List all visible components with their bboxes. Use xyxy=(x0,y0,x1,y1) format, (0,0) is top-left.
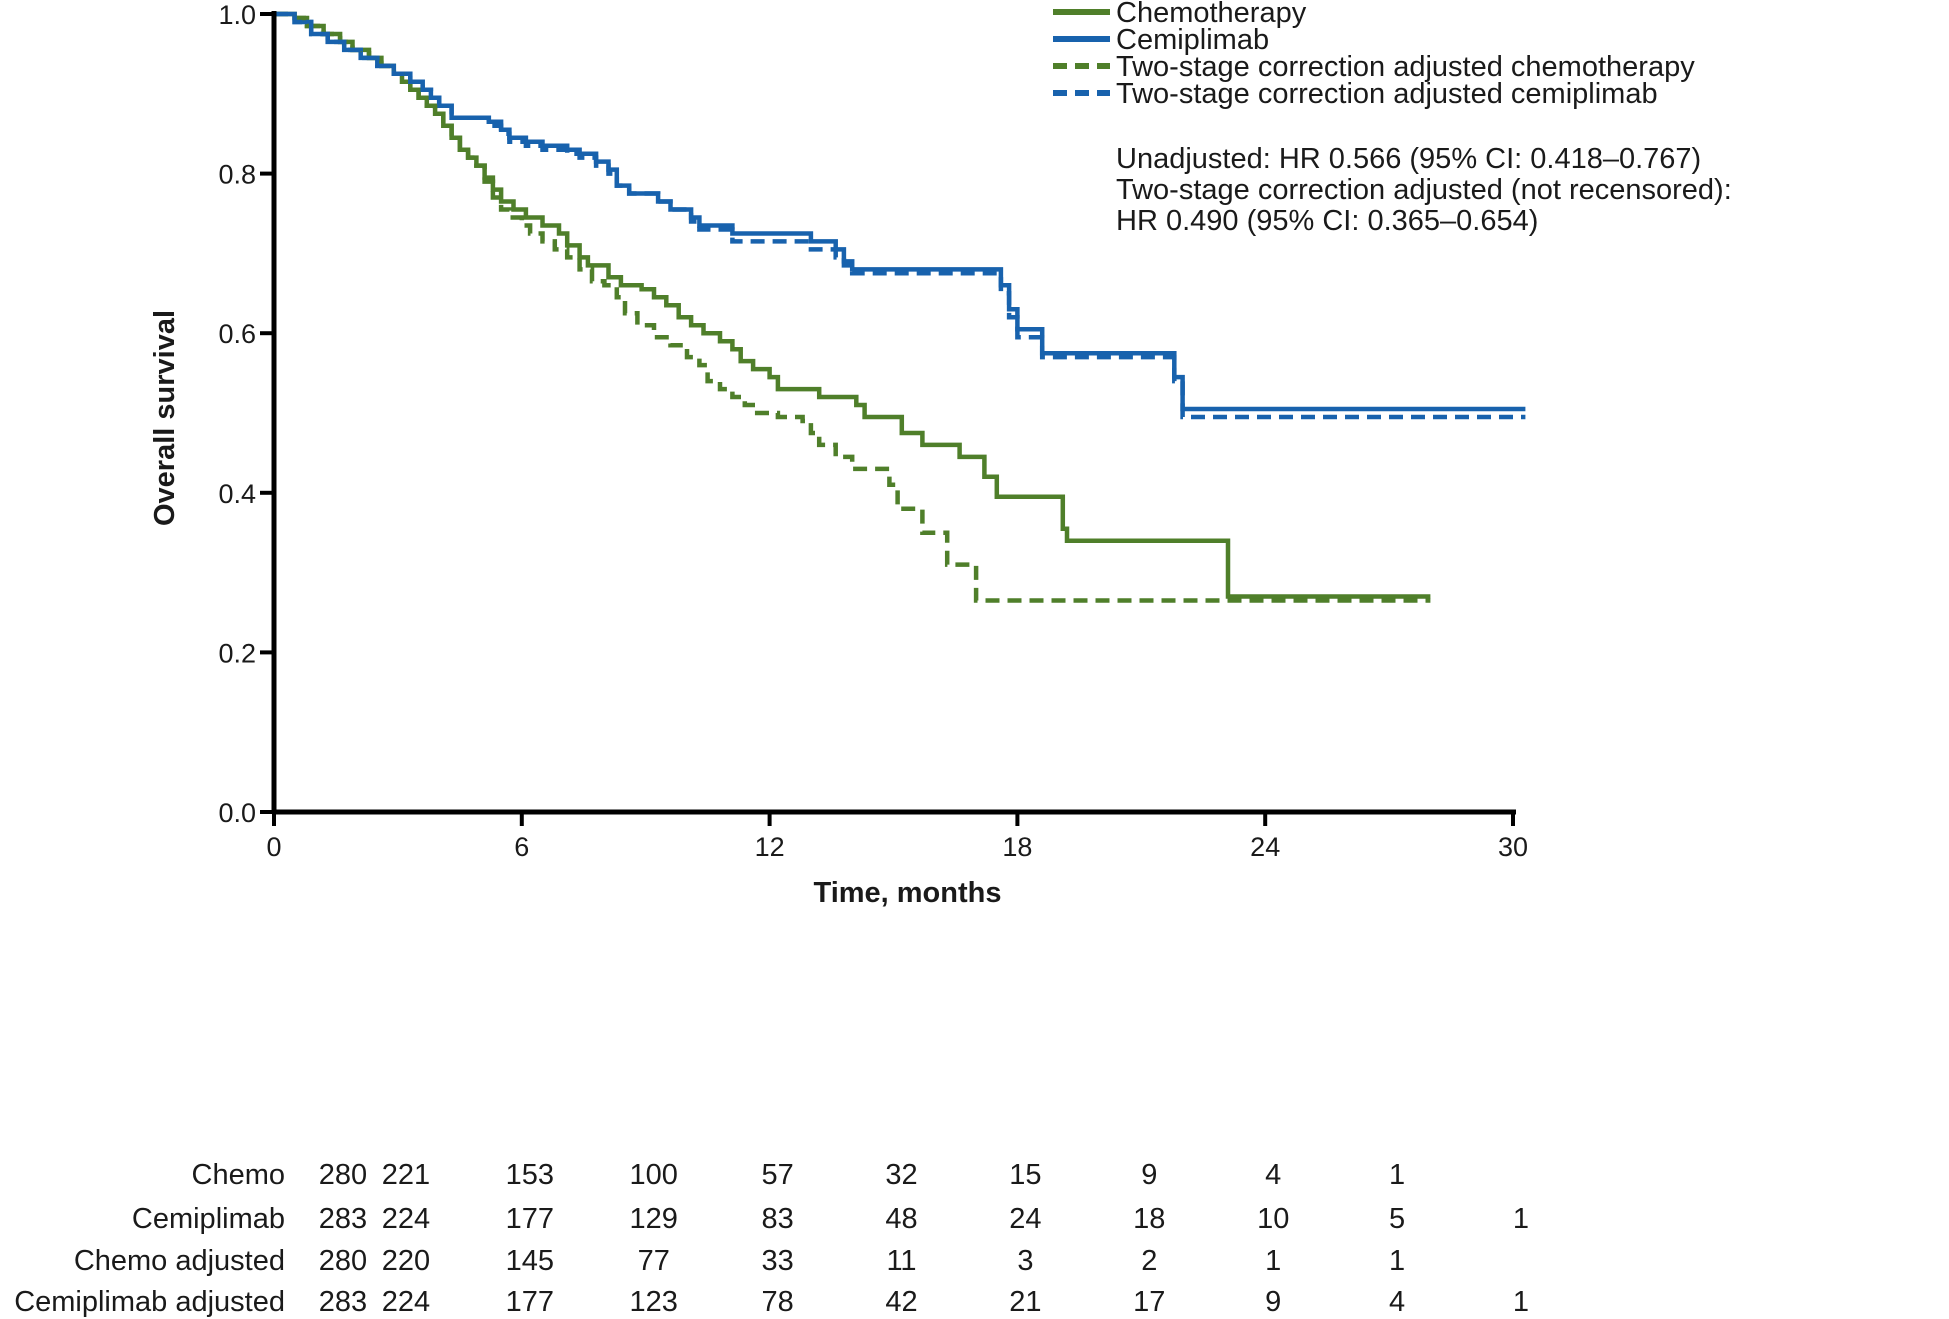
risk-cell: 83 xyxy=(761,1203,793,1235)
legend-entry-adjusted-chemotherapy: Two-stage correction adjusted chemothera… xyxy=(1053,51,1695,83)
x-tick-label: 0 xyxy=(266,832,281,862)
risk-cell: 5 xyxy=(1389,1203,1405,1235)
risk-cell: 42 xyxy=(885,1286,917,1318)
risk-cell: 17 xyxy=(1133,1286,1165,1318)
risk-cell: 177 xyxy=(506,1286,554,1318)
risk-row-label-cemiplimab-adjusted: Cemiplimab adjusted xyxy=(14,1286,285,1318)
y-tick-label: 1.0 xyxy=(218,0,256,30)
risk-cell: 11 xyxy=(886,1245,916,1277)
risk-cell: 18 xyxy=(1133,1203,1165,1235)
risk-cell: 78 xyxy=(761,1286,793,1318)
risk-cell: 145 xyxy=(506,1245,554,1277)
risk-cell: 57 xyxy=(761,1159,793,1191)
legend-entry-chemotherapy: Chemotherapy xyxy=(1053,0,1307,29)
y-tick-label: 0.2 xyxy=(218,638,256,668)
risk-cell: 1 xyxy=(1389,1159,1405,1191)
series-line-two-stage-correction-adjusted-chemotherapy xyxy=(274,11,1431,603)
risk-cell: 1 xyxy=(1513,1286,1529,1318)
risk-cell: 153 xyxy=(506,1159,554,1191)
risk-cell: 123 xyxy=(630,1286,678,1318)
series-line-cemiplimab xyxy=(274,11,1526,412)
risk-cell: 32 xyxy=(885,1159,917,1191)
series-layer xyxy=(274,11,1526,603)
annotation-adjusted-heading: Two-stage correction adjusted (not recen… xyxy=(1116,174,1732,206)
x-tick-label: 30 xyxy=(1498,832,1528,862)
risk-row-label-cemiplimab: Cemiplimab xyxy=(132,1203,285,1235)
legend-label-chemotherapy: Chemotherapy xyxy=(1116,0,1307,29)
legend-entry-adjusted-cemiplimab: Two-stage correction adjusted cemiplimab xyxy=(1053,78,1658,110)
risk-cell: 1 xyxy=(1389,1245,1405,1277)
annotation-unadjusted-hr: Unadjusted: HR 0.566 (95% CI: 0.418–0.76… xyxy=(1116,143,1701,175)
x-ticks: 0 6 12 18 24 30 xyxy=(266,812,1528,862)
risk-cell: 224 xyxy=(382,1286,430,1318)
x-tick-label: 12 xyxy=(755,832,785,862)
y-tick-label: 0.4 xyxy=(218,479,256,509)
risk-cell: 177 xyxy=(506,1203,554,1235)
risk-cell: 3 xyxy=(1017,1245,1033,1277)
risk-row-label-chemo: Chemo xyxy=(192,1159,286,1191)
risk-cell: 21 xyxy=(1009,1286,1041,1318)
risk-cell: 4 xyxy=(1265,1159,1281,1191)
risk-cell: 220 xyxy=(382,1245,430,1277)
hazard-ratio-annotations: Unadjusted: HR 0.566 (95% CI: 0.418–0.76… xyxy=(1116,143,1732,237)
risk-cell: 280 xyxy=(319,1159,367,1191)
x-axis-title: Time, months xyxy=(814,877,1002,909)
risk-cell: 9 xyxy=(1141,1159,1157,1191)
x-tick-label: 18 xyxy=(1002,832,1032,862)
risk-cell: 4 xyxy=(1389,1286,1405,1318)
risk-cell: 1 xyxy=(1265,1245,1281,1277)
risk-cell: 24 xyxy=(1009,1203,1041,1235)
annotation-adjusted-hr: HR 0.490 (95% CI: 0.365–0.654) xyxy=(1116,205,1538,237)
risk-cell: 10 xyxy=(1257,1203,1289,1235)
risk-cell: 48 xyxy=(885,1203,917,1235)
x-tick-label: 24 xyxy=(1250,832,1280,862)
x-tick-label: 6 xyxy=(514,832,529,862)
y-ticks: 0.0 0.2 0.4 0.6 0.8 1.0 xyxy=(218,0,274,828)
risk-cell: 283 xyxy=(319,1286,367,1318)
risk-cell: 2 xyxy=(1141,1245,1157,1277)
risk-cell: 15 xyxy=(1009,1159,1041,1191)
legend: Chemotherapy Cemiplimab Two-stage correc… xyxy=(1053,0,1695,110)
risk-row-label-chemo-adjusted: Chemo adjusted xyxy=(74,1245,285,1277)
legend-entry-cemiplimab: Cemiplimab xyxy=(1053,24,1269,56)
risk-cell: 283 xyxy=(319,1203,367,1235)
series-line-two-stage-correction-adjusted-cemiplimab xyxy=(274,11,1526,420)
risk-cell: 33 xyxy=(761,1245,793,1277)
y-tick-label: 0.6 xyxy=(218,319,256,349)
risk-cell: 100 xyxy=(630,1159,678,1191)
risk-cell: 9 xyxy=(1265,1286,1281,1318)
series-line-chemotherapy xyxy=(274,11,1431,599)
y-tick-label: 0.0 xyxy=(218,798,256,828)
legend-label-adjusted-cemiplimab: Two-stage correction adjusted cemiplimab xyxy=(1116,78,1658,110)
risk-cell: 129 xyxy=(630,1203,678,1235)
y-axis-title: Overall survival xyxy=(149,310,181,526)
legend-label-cemiplimab: Cemiplimab xyxy=(1116,24,1269,56)
risk-cell: 1 xyxy=(1513,1203,1529,1235)
number-at-risk-table: Chemo Cemiplimab Chemo adjusted Cemiplim… xyxy=(14,1159,1529,1318)
axis-layer xyxy=(271,11,1516,815)
risk-cell: 77 xyxy=(638,1245,670,1277)
legend-label-adjusted-chemotherapy: Two-stage correction adjusted chemothera… xyxy=(1116,51,1695,83)
risk-cell: 280 xyxy=(319,1245,367,1277)
risk-cell: 221 xyxy=(382,1159,430,1191)
risk-cell: 224 xyxy=(382,1203,430,1235)
y-tick-label: 0.8 xyxy=(218,160,256,190)
